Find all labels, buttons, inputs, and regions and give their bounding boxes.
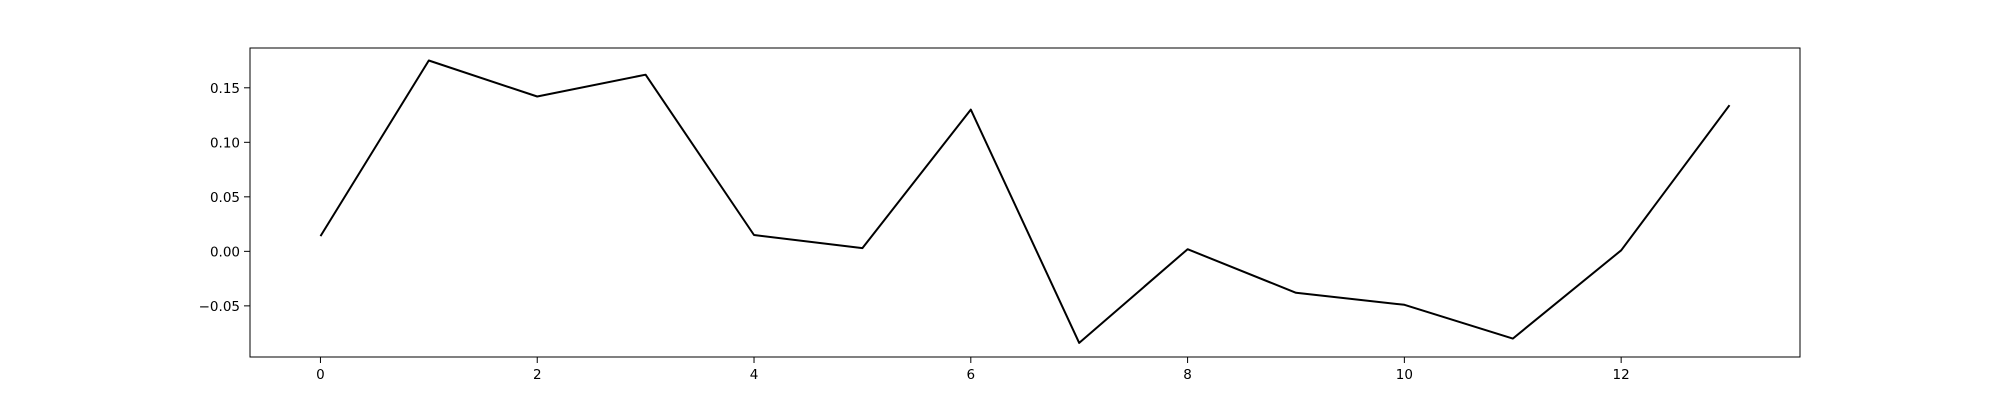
x-tick-label: 8 — [1183, 367, 1192, 383]
x-tick-label: 0 — [316, 367, 325, 383]
x-tick-label: 4 — [750, 367, 759, 383]
y-tick-label: −0.05 — [199, 299, 240, 315]
y-tick-label: 0.10 — [210, 135, 240, 151]
y-tick-label: 0.05 — [210, 190, 240, 206]
x-tick-label: 6 — [967, 367, 976, 383]
series-line-0 — [319, 59, 1731, 344]
x-tick-label: 12 — [1613, 367, 1630, 383]
x-tick-label: 2 — [533, 367, 542, 383]
axes-frame — [249, 47, 1801, 358]
plot-area — [319, 59, 1731, 344]
x-tick-label: 10 — [1396, 367, 1413, 383]
x-axis: 0 2 4 6 8 10 12 — [316, 357, 1630, 383]
y-tick-label: 0.00 — [210, 244, 240, 260]
y-tick-label: 0.15 — [210, 81, 240, 97]
y-axis: −0.05 0.00 0.05 0.10 0.15 — [199, 81, 250, 315]
